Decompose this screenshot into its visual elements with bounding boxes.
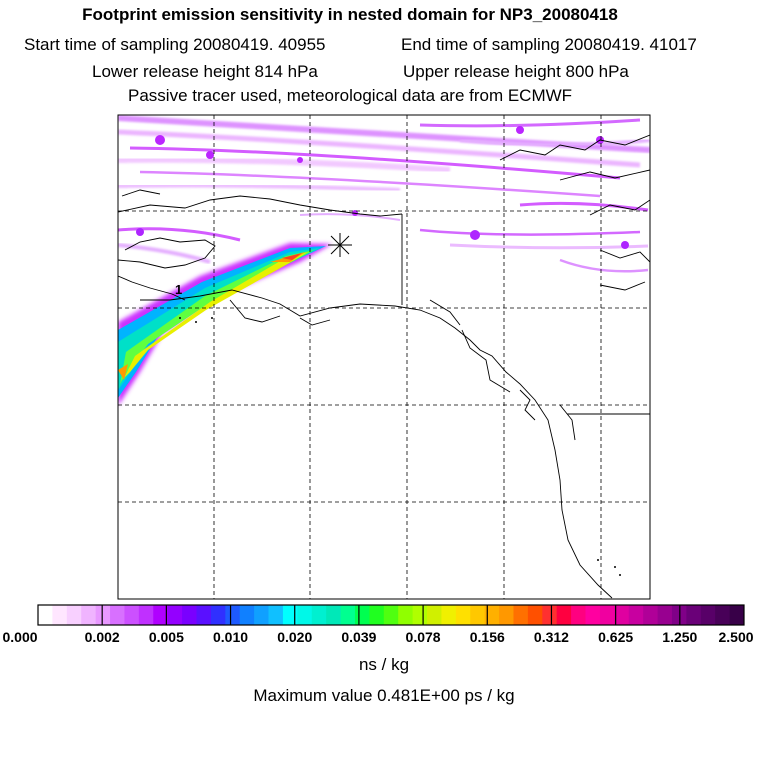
colorbar-cell (412, 605, 428, 625)
start-time-label: Start time of sampling 20080419. 40955 (24, 35, 326, 54)
colorbar-tick-label: 0.010 (213, 629, 249, 645)
end-time-label: End time of sampling 20080419. 41017 (401, 35, 697, 54)
lower-height-label: Lower release height 814 hPa (92, 62, 318, 81)
islands (179, 317, 621, 576)
colorbar-cell (614, 605, 630, 625)
colorbar-cell (369, 605, 385, 625)
colorbar-cell (513, 605, 529, 625)
colorbar-tick-label: 0.625 (598, 629, 634, 645)
colorbar-cell (441, 605, 457, 625)
emission-plume (118, 243, 332, 406)
colorbar-cell (311, 605, 327, 625)
graticule (118, 115, 650, 599)
colorbar-major-dividers (101, 605, 681, 625)
colorbar-cell (124, 605, 140, 625)
colorbar-cell (196, 605, 212, 625)
colorbar-cell (527, 605, 543, 625)
max-value-label: Maximum value 0.481E+00 ps / kg (253, 686, 515, 705)
colorbar-cell (686, 605, 702, 625)
borders (401, 214, 650, 415)
coastlines (118, 134, 650, 599)
colorbar-cell (383, 605, 399, 625)
colorbar-cell (398, 605, 414, 625)
sensitivity-field (118, 115, 650, 273)
colorbar-cell (81, 605, 97, 625)
colorbar-cell (153, 605, 169, 625)
colorbar-cell (499, 605, 514, 625)
release-location-asterisk-icon (328, 233, 352, 257)
colorbar-cell (225, 605, 241, 625)
colorbar-tick-label: 0.078 (405, 629, 441, 645)
colorbar-tick-label: 0.020 (277, 629, 313, 645)
colorbar-frame (37, 604, 745, 626)
colorbar-cell (326, 605, 341, 625)
colorbar-cell (585, 605, 601, 625)
colorbar-cell (470, 605, 486, 625)
colorbar-cell (628, 605, 644, 625)
colorbar-tick-label: 1.250 (662, 629, 698, 645)
colorbar-cell (729, 605, 745, 625)
colorbar-cell (66, 605, 82, 625)
colorbar-cell (52, 605, 68, 625)
colorbar-cell (254, 605, 269, 625)
colorbar-cell (210, 605, 226, 625)
colorbar-cell (484, 605, 500, 625)
units-label: ns / kg (358, 655, 410, 674)
colorbar-cell (354, 605, 370, 625)
colorbar-cell (110, 605, 125, 625)
map-frame (117, 114, 651, 600)
colorbar-cell (542, 605, 558, 625)
map-background (118, 115, 650, 599)
colorbar-tick-label: 0.005 (148, 629, 184, 645)
colorbar-cell (340, 605, 356, 625)
colorbar-cell (182, 605, 197, 625)
colorbar-cell (167, 605, 183, 625)
colorbar-tick-label: 0.156 (469, 629, 505, 645)
colorbar-cell (599, 605, 615, 625)
colorbar-cell (239, 605, 255, 625)
contour-label: 1 (175, 282, 182, 297)
plot-title: Footprint emission sensitivity in nested… (82, 5, 618, 24)
colorbar-cell (643, 605, 658, 625)
colorbar-tick-label: 0.000 (2, 629, 38, 645)
colorbar-cell (657, 605, 673, 625)
colorbar-cell (38, 605, 53, 625)
colorbar-cell (297, 605, 313, 625)
colorbar-cell (427, 605, 442, 625)
colorbar-tick-label: 0.312 (533, 629, 569, 645)
colorbar-cell (95, 605, 111, 625)
upper-height-label: Upper release height 800 hPa (403, 62, 629, 81)
colorbar-tick-label: 2.500 (718, 629, 754, 645)
colorbar-cell (282, 605, 298, 625)
colorbar-tick-label: 0.039 (341, 629, 377, 645)
colorbar-cell (556, 605, 572, 625)
colorbar-cell (715, 605, 730, 625)
colorbar-cell (455, 605, 471, 625)
colorbar-cell (138, 605, 154, 625)
colorbar-cell (700, 605, 716, 625)
colorbar-tick-label: 0.002 (84, 629, 120, 645)
colorbar (38, 605, 745, 625)
tracer-note: Passive tracer used, meteorological data… (128, 86, 573, 105)
colorbar-cell (571, 605, 586, 625)
colorbar-cell (268, 605, 284, 625)
